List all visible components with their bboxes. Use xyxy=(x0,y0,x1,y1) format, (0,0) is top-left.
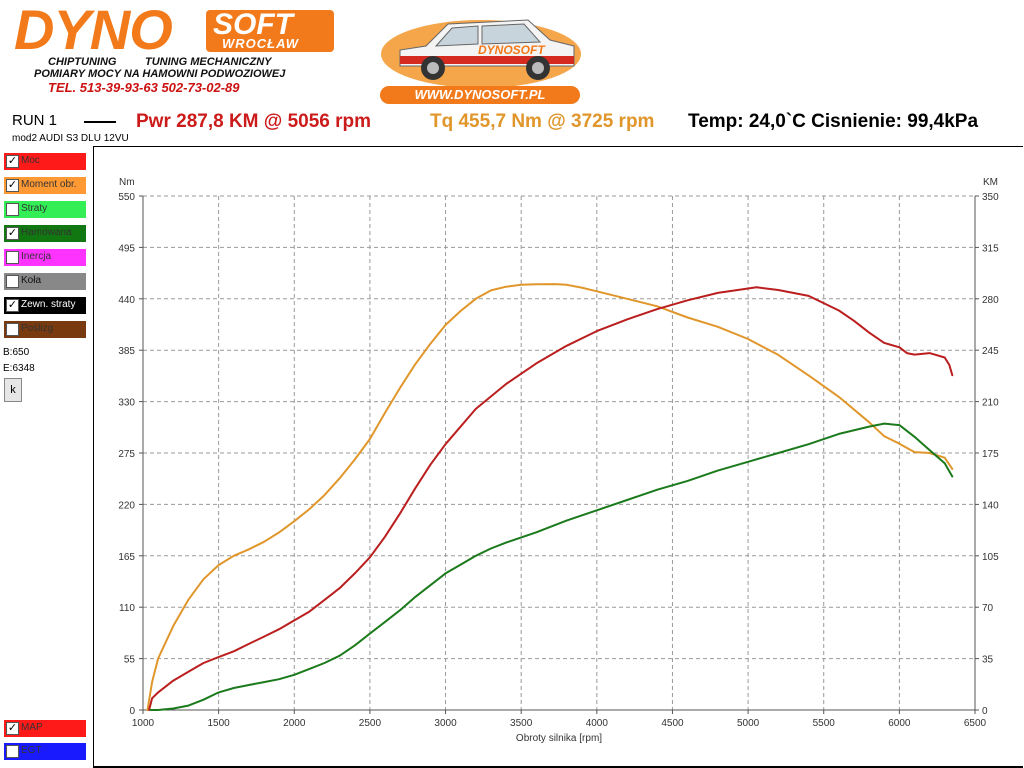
x-tick-label: 3500 xyxy=(510,718,533,729)
y-tick-label-right: 0 xyxy=(982,706,988,717)
legend-label: Inercja xyxy=(21,251,52,262)
y-tick-label-left: 55 xyxy=(124,655,136,666)
x-axis-label: Obroty silnika [rpm] xyxy=(516,733,602,744)
run-label: RUN 1 xyxy=(12,112,58,129)
y-tick-label-right: 245 xyxy=(982,346,999,357)
legend-checkbox[interactable] xyxy=(6,203,19,216)
x-tick-label: 4500 xyxy=(661,718,684,729)
y-tick-label-left: 440 xyxy=(118,295,135,306)
series-line-moc xyxy=(148,286,954,711)
x-tick-label: 5500 xyxy=(813,718,836,729)
y-tick-label-left: 330 xyxy=(118,398,135,409)
svg-text:DYNOSOFT: DYNOSOFT xyxy=(478,43,546,57)
legend-label: EGT xyxy=(21,745,42,756)
y-tick-label-left: 0 xyxy=(129,706,135,717)
legend-label: Zewn. straty xyxy=(21,299,76,310)
legend-checkbox[interactable]: ✓ xyxy=(6,722,19,735)
legend-item-ko-a[interactable]: Koła xyxy=(4,273,86,290)
logo-soft-box xyxy=(206,10,334,52)
y-tick-label-left: 165 xyxy=(118,552,135,563)
x-tick-label: 1500 xyxy=(208,718,231,729)
car-icon: DYNOSOFT xyxy=(381,19,581,88)
y-tick-label-left: 220 xyxy=(118,500,135,511)
legend-label: Moc xyxy=(21,155,40,166)
y-axis-label-left: Nm xyxy=(119,177,135,188)
legend-item-map[interactable]: ✓ MAP xyxy=(4,720,86,737)
legend-label: Straty xyxy=(21,203,48,214)
legend-label: MAP xyxy=(21,722,43,733)
x-tick-label: 4000 xyxy=(586,718,609,729)
y-tick-label-right: 140 xyxy=(982,500,999,511)
legend-item-inercja[interactable]: Inercja xyxy=(4,249,86,266)
logo-soft-text: SOFT xyxy=(213,8,293,41)
legend-label: Moment obr. xyxy=(21,179,77,190)
car-model: mod2 AUDI S3 DLU 12VU xyxy=(12,133,129,144)
logo-city-text: WROCŁAW xyxy=(222,36,300,51)
y-tick-label-left: 495 xyxy=(118,243,135,254)
y-axis-label-right: KM xyxy=(983,177,998,188)
legend-item-hamowana[interactable]: ✓ Hamowana xyxy=(4,225,86,242)
x-tick-label: 2000 xyxy=(283,718,306,729)
legend-item-moc[interactable]: ✓ Moc xyxy=(4,153,86,170)
end-rpm: E:6348 xyxy=(3,363,35,374)
y-tick-label-right: 105 xyxy=(982,552,999,563)
y-tick-label-right: 280 xyxy=(982,295,999,306)
run-line-sample xyxy=(84,121,116,123)
x-tick-label: 5000 xyxy=(737,718,760,729)
y-tick-label-left: 275 xyxy=(118,449,135,460)
phone-numbers: TEL. 513-39-93-63 502-73-02-89 xyxy=(48,80,240,95)
legend-item-egt[interactable]: EGT xyxy=(4,743,86,760)
legend-label: Koła xyxy=(21,275,42,286)
legend-item-po-lizg[interactable]: Poślizg xyxy=(4,321,86,338)
y-tick-label-right: 35 xyxy=(982,655,994,666)
legend-checkbox[interactable]: ✓ xyxy=(6,179,19,192)
legend-checkbox[interactable]: ✓ xyxy=(6,155,19,168)
tagline-tuning: TUNING MECHANICZNY xyxy=(145,56,272,68)
power-result: Pwr 287,8 KM @ 5056 rpm xyxy=(136,111,372,132)
series-line-hamowana xyxy=(149,422,954,711)
x-tick-label: 6000 xyxy=(888,718,911,729)
begin-rpm: B:650 xyxy=(3,347,30,358)
legend-checkbox[interactable]: ✓ xyxy=(6,227,19,240)
legend-checkbox[interactable] xyxy=(6,323,19,336)
y-tick-label-right: 70 xyxy=(982,603,994,614)
series-line-moment-obr- xyxy=(146,283,954,711)
car-logo-image: DYNOSOFT xyxy=(378,6,584,104)
logo-main-text: DYNO xyxy=(14,0,173,61)
x-tick-label: 6500 xyxy=(964,718,987,729)
legend-checkbox[interactable] xyxy=(6,275,19,288)
y-tick-label-right: 175 xyxy=(982,449,999,460)
x-tick-label: 1000 xyxy=(132,718,155,729)
legend-checkbox[interactable]: ✓ xyxy=(6,299,19,312)
y-tick-label-right: 315 xyxy=(982,243,999,254)
website-banner[interactable]: WWW.DYNOSOFT.PL xyxy=(380,86,580,104)
x-tick-label: 3000 xyxy=(434,718,457,729)
y-tick-label-right: 350 xyxy=(982,192,999,203)
x-tick-label: 2500 xyxy=(359,718,382,729)
legend-label: Poślizg xyxy=(21,323,54,334)
legend-checkbox[interactable] xyxy=(6,251,19,264)
k-button[interactable]: k xyxy=(4,378,22,402)
legend-checkbox[interactable] xyxy=(6,745,19,758)
y-tick-label-left: 385 xyxy=(118,346,135,357)
conditions-result: Temp: 24,0`C Cisnienie: 99,4kPa xyxy=(688,111,979,132)
legend-label: Hamowana xyxy=(21,227,72,238)
torque-result: Tq 455,7 Nm @ 3725 rpm xyxy=(430,111,655,132)
y-tick-label-right: 210 xyxy=(982,398,999,409)
tagline-chiptuning: CHIPTUNING xyxy=(48,56,117,68)
chart-frame xyxy=(93,146,1023,768)
legend-item-moment-obr-[interactable]: ✓ Moment obr. xyxy=(4,177,86,194)
y-tick-label-left: 550 xyxy=(118,192,135,203)
legend-item-zewn-straty[interactable]: ✓ Zewn. straty xyxy=(4,297,86,314)
y-tick-label-left: 110 xyxy=(119,603,135,614)
tagline-measurements: POMIARY MOCY NA HAMOWNI PODWOZIOWEJ xyxy=(34,68,286,80)
legend-item-straty[interactable]: Straty xyxy=(4,201,86,218)
